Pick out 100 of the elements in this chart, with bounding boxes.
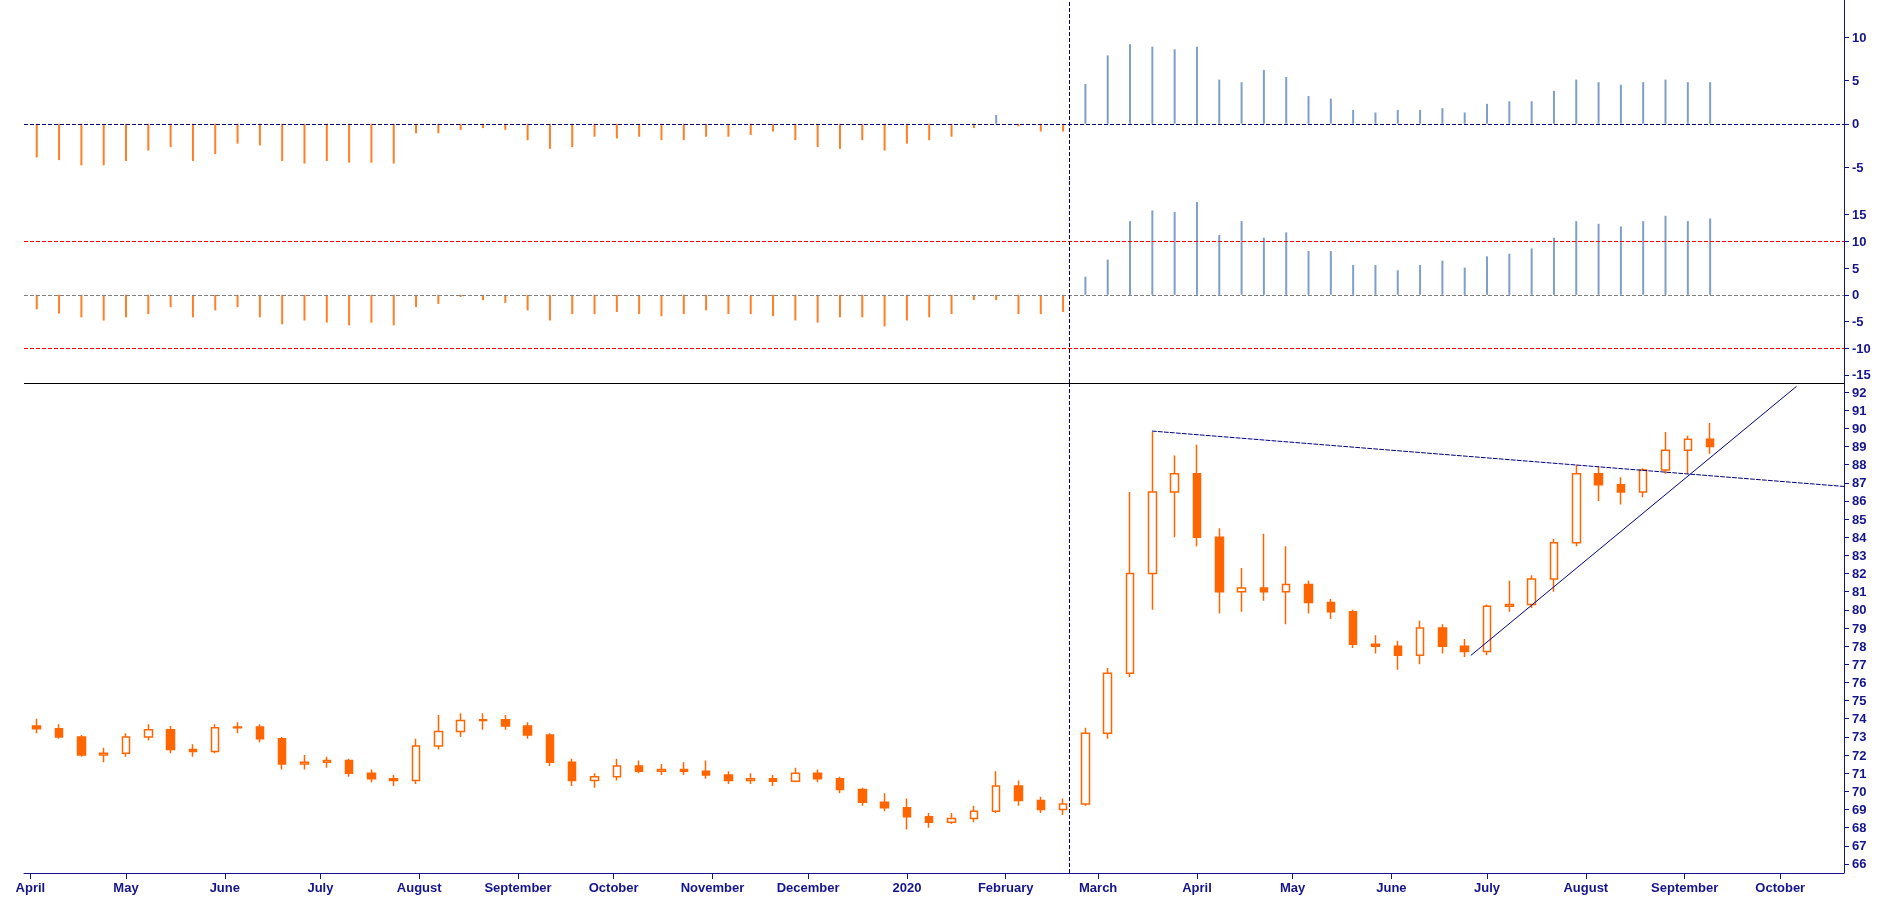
bar (191, 294, 194, 318)
x-tick-label: August (1563, 880, 1609, 895)
bar (1486, 256, 1489, 295)
candlestick (299, 754, 310, 771)
bar (928, 123, 931, 141)
bar (638, 294, 641, 315)
y-tick-label: 79 (1852, 620, 1867, 636)
bar (1084, 276, 1087, 295)
y-tick-label: 82 (1852, 566, 1867, 582)
bar (749, 294, 752, 315)
candlestick (1616, 476, 1626, 506)
bar (1084, 83, 1087, 124)
bar (905, 123, 908, 144)
candlestick (1593, 465, 1604, 502)
candlestick (76, 734, 87, 758)
bar (325, 294, 328, 323)
candlestick (54, 723, 64, 740)
bar (1374, 264, 1377, 295)
bar (838, 123, 841, 149)
candlestick (656, 763, 667, 776)
candlestick (857, 786, 868, 807)
bar (1642, 82, 1645, 124)
y-tick-label: 88 (1852, 457, 1867, 473)
bar (905, 294, 908, 321)
candlestick (589, 772, 600, 789)
y-tick-label: 84 (1852, 529, 1868, 545)
bar (660, 123, 663, 141)
candlestick (210, 723, 220, 754)
bar (1396, 109, 1399, 124)
bar (660, 294, 663, 317)
bar (883, 123, 886, 151)
y-tick-label: 78 (1852, 638, 1867, 654)
x-tick-label: October (1755, 880, 1806, 895)
x-tick-label: December (776, 880, 840, 895)
candlestick (388, 774, 399, 787)
y-tick-label: 77 (1852, 656, 1867, 672)
bar (1508, 253, 1511, 295)
y-tick-label: 80 (1852, 602, 1867, 618)
bar (191, 123, 194, 161)
candlestick (1058, 797, 1068, 816)
bar (1441, 108, 1444, 124)
bar (1530, 248, 1533, 295)
bar (35, 123, 38, 158)
candlestick (812, 768, 823, 784)
bar (727, 294, 730, 315)
bar (1352, 109, 1355, 124)
y-tick-label: 0 (1852, 116, 1860, 132)
candlestick (1169, 454, 1180, 539)
y-tick-label: 15 (1852, 207, 1867, 223)
bar (1151, 210, 1154, 295)
candlestick (1080, 727, 1091, 807)
y-tick-label: 69 (1852, 801, 1867, 817)
bar (1709, 218, 1712, 295)
y-tick-label: 85 (1852, 511, 1867, 527)
x-tick-label: July (307, 880, 335, 895)
x-tick-label: March (1079, 880, 1118, 895)
bar (348, 294, 351, 326)
x-tick-label: June (209, 880, 240, 895)
bar (392, 294, 395, 326)
bar (794, 123, 797, 141)
bar (816, 294, 819, 323)
bar (80, 294, 83, 318)
bar (236, 123, 239, 144)
bar (861, 294, 864, 318)
y-tick-label: -5 (1852, 314, 1864, 330)
bar (615, 294, 618, 312)
candlestick (924, 812, 934, 829)
candlestick (1638, 467, 1648, 499)
bar (928, 294, 931, 318)
bar (861, 123, 864, 141)
candlestick (98, 747, 109, 764)
bar (348, 123, 351, 163)
bar (1218, 79, 1221, 124)
y-tick-label: 89 (1852, 439, 1867, 455)
bar (1686, 221, 1689, 295)
bar (303, 123, 306, 164)
bar (1173, 49, 1176, 124)
bar (816, 123, 819, 148)
bar (883, 294, 886, 327)
candlestick (500, 714, 511, 731)
y-tick-label: 87 (1852, 475, 1867, 491)
y-tick-label: 68 (1852, 820, 1867, 836)
bar (370, 294, 373, 323)
candlestick (366, 768, 377, 784)
candlestick (344, 757, 354, 778)
y-tick-label: 73 (1852, 729, 1867, 745)
bar (772, 294, 775, 317)
bar (1039, 294, 1042, 315)
bar (727, 123, 730, 137)
bar (459, 294, 462, 297)
bar (1218, 235, 1221, 295)
bar (258, 123, 261, 146)
candlestick (1102, 667, 1113, 740)
candlestick (143, 723, 154, 742)
candlestick (679, 761, 689, 776)
bar (1664, 79, 1667, 124)
bar (1686, 82, 1689, 124)
bar (1329, 251, 1332, 295)
y-tick-label: 75 (1852, 693, 1867, 709)
candlestick (255, 723, 265, 744)
